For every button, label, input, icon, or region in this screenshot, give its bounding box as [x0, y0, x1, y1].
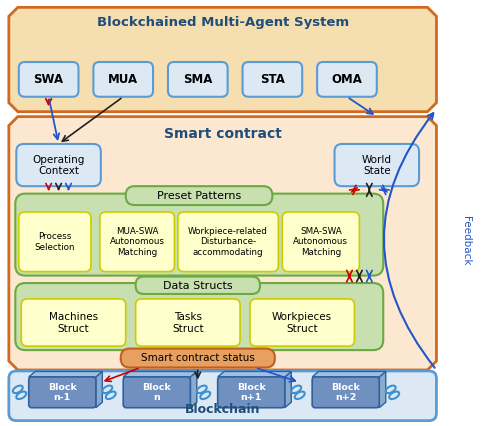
Text: Operating
Context: Operating Context [32, 155, 85, 176]
Text: Data Structs: Data Structs [163, 281, 232, 291]
Polygon shape [123, 371, 197, 377]
Text: Machines
Struct: Machines Struct [49, 312, 98, 334]
Text: Workpiece-related
Disturbance-
accommodating: Workpiece-related Disturbance- accommoda… [188, 227, 268, 257]
Text: SMA: SMA [183, 73, 212, 86]
FancyBboxPatch shape [178, 212, 278, 272]
Text: Smart contract: Smart contract [164, 127, 282, 141]
FancyBboxPatch shape [250, 299, 354, 346]
Polygon shape [96, 371, 102, 408]
FancyBboxPatch shape [16, 283, 384, 350]
FancyBboxPatch shape [136, 299, 240, 346]
FancyBboxPatch shape [123, 377, 190, 408]
Polygon shape [28, 371, 102, 377]
Text: World
State: World State [362, 155, 392, 176]
FancyBboxPatch shape [136, 276, 260, 294]
Text: Workpieces
Struct: Workpieces Struct [272, 312, 332, 334]
FancyBboxPatch shape [19, 212, 91, 272]
Text: Preset Patterns: Preset Patterns [156, 190, 241, 201]
Text: SWA: SWA [34, 73, 64, 86]
Text: Block
n: Block n [142, 383, 171, 402]
FancyBboxPatch shape [168, 62, 228, 97]
Text: MUA-SWA
Autonomous
Matching: MUA-SWA Autonomous Matching [110, 227, 164, 257]
FancyBboxPatch shape [22, 299, 126, 346]
FancyBboxPatch shape [334, 144, 419, 186]
Text: OMA: OMA [332, 73, 362, 86]
FancyBboxPatch shape [120, 348, 275, 368]
Text: Blockchained Multi-Agent System: Blockchained Multi-Agent System [96, 16, 348, 29]
Text: Smart contract status: Smart contract status [141, 353, 254, 363]
FancyBboxPatch shape [282, 212, 360, 272]
FancyBboxPatch shape [19, 62, 78, 97]
FancyArrowPatch shape [384, 113, 434, 368]
Polygon shape [9, 7, 436, 112]
FancyBboxPatch shape [218, 377, 285, 408]
FancyBboxPatch shape [94, 62, 153, 97]
Polygon shape [218, 371, 292, 377]
FancyBboxPatch shape [242, 62, 302, 97]
FancyBboxPatch shape [28, 377, 96, 408]
Text: STA: STA [260, 73, 285, 86]
Text: MUA: MUA [108, 73, 138, 86]
Polygon shape [285, 371, 292, 408]
FancyBboxPatch shape [16, 144, 101, 186]
FancyBboxPatch shape [100, 212, 174, 272]
Text: Tasks
Struct: Tasks Struct [172, 312, 204, 334]
Polygon shape [312, 371, 386, 377]
Text: SMA-SWA
Autonomous
Matching: SMA-SWA Autonomous Matching [294, 227, 348, 257]
Text: Process
Selection: Process Selection [34, 232, 75, 251]
Text: Block
n+1: Block n+1 [237, 383, 266, 402]
Polygon shape [380, 371, 386, 408]
FancyBboxPatch shape [9, 371, 436, 420]
FancyBboxPatch shape [126, 186, 272, 205]
Text: Block
n-1: Block n-1 [48, 383, 76, 402]
FancyBboxPatch shape [16, 194, 384, 276]
Polygon shape [9, 117, 436, 370]
FancyBboxPatch shape [312, 377, 380, 408]
Text: Feedback: Feedback [462, 216, 471, 265]
Text: Blockchain: Blockchain [185, 403, 260, 416]
Polygon shape [190, 371, 197, 408]
Text: Block
n+2: Block n+2 [332, 383, 360, 402]
FancyBboxPatch shape [317, 62, 377, 97]
